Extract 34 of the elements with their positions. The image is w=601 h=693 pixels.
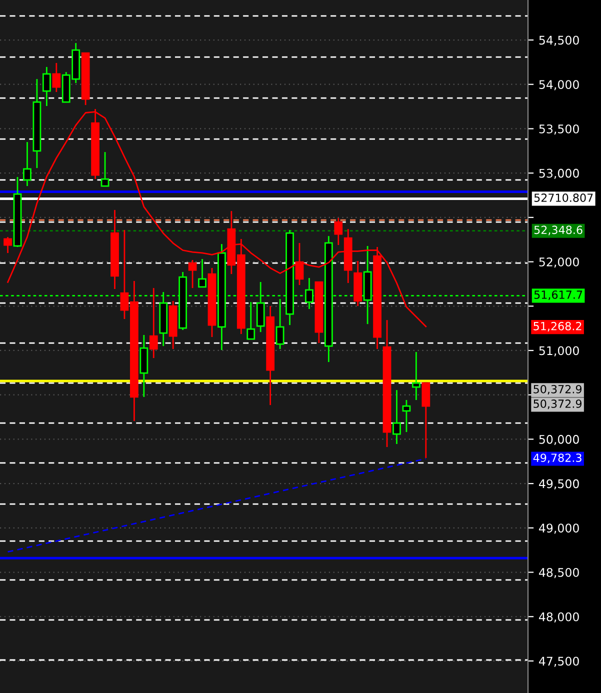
text: 50,372.9: [534, 400, 582, 410]
y-tick-label: 53,000: [539, 168, 579, 179]
y-tick-label: 54,500: [539, 36, 579, 46]
candlestick: [334, 217, 343, 246]
ref-line-label: 52710.807: [534, 194, 593, 202]
y-tick-label: 48,500: [538, 568, 579, 578]
candlestick: [188, 259, 197, 289]
y-tick-label: 52,000: [539, 258, 579, 268]
candlestick: [392, 389, 401, 445]
candlestick: [198, 258, 206, 288]
candlestick: [100, 151, 110, 187]
y-tick-label: 54,000: [539, 80, 579, 90]
candlestick: [149, 287, 158, 359]
text: 51,268.2: [534, 322, 582, 332]
y-tick-label: 47,500: [538, 656, 579, 667]
candlestick: [52, 62, 61, 93]
candlestick: [23, 141, 32, 187]
text: 50,372.9: [534, 384, 582, 395]
y-tick-label: 48,000: [538, 612, 579, 622]
y-tick-label: 51,000: [539, 346, 579, 356]
candlestick: [42, 66, 51, 107]
candlestick: [4, 236, 12, 254]
candlestick: [412, 351, 420, 401]
candlestick: [246, 301, 256, 340]
candlestick: [402, 399, 411, 433]
y-tick-label: 53,500: [539, 124, 579, 135]
candlestick: [276, 298, 284, 350]
y-tick-label: 49,500: [538, 479, 579, 490]
y-tick-label: 50,000: [539, 434, 579, 446]
candlestick: [422, 382, 430, 459]
ref-line-label: 52,348.6: [534, 226, 582, 236]
text: 49,782.3: [533, 454, 582, 464]
y-tick-label: 49,000: [538, 524, 579, 534]
ref-line-label: 51,617.7: [534, 290, 582, 300]
